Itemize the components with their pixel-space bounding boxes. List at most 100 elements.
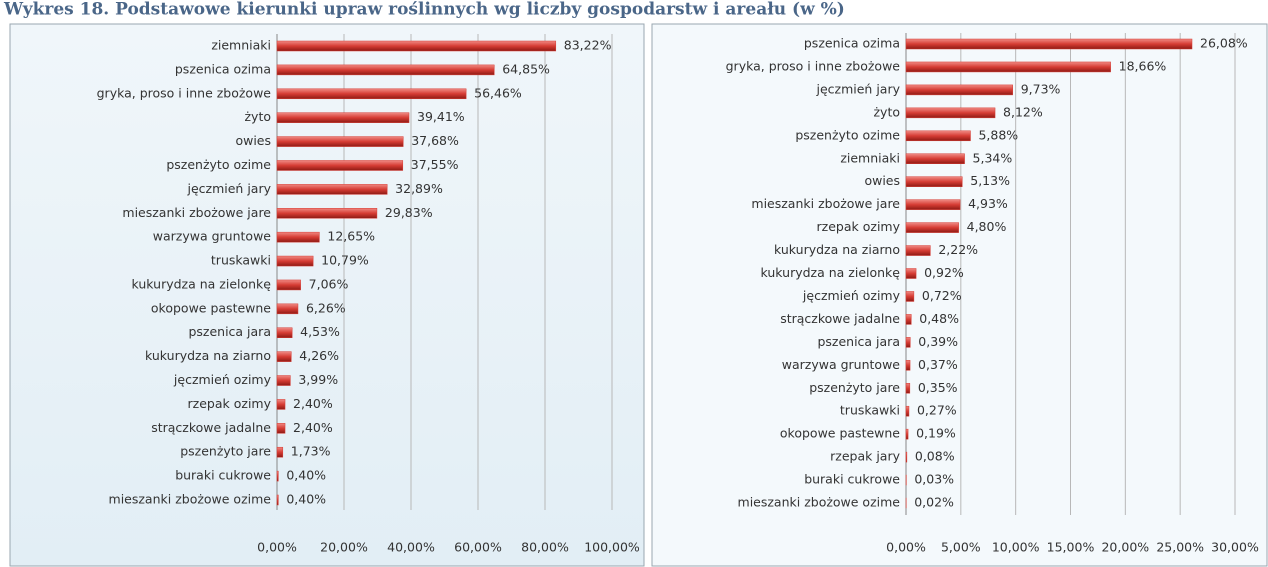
bar	[276, 303, 299, 315]
bar	[276, 231, 320, 243]
bar	[276, 112, 410, 123]
value-label: 0,39%	[918, 334, 958, 349]
value-label: 39,41%	[417, 109, 465, 124]
bar	[905, 245, 931, 256]
category-label: pszenica jara	[817, 334, 900, 349]
bar	[276, 351, 292, 362]
value-label: 37,68%	[411, 133, 459, 148]
value-label: 5,34%	[973, 150, 1013, 165]
value-label: 0,40%	[286, 468, 326, 483]
value-label: 3,99%	[298, 372, 338, 387]
value-label: 2,40%	[293, 420, 333, 435]
x-tick-label: 5,00%	[941, 540, 981, 555]
value-label: 2,40%	[293, 396, 333, 411]
value-label: 0,02%	[914, 495, 954, 510]
category-label: jęczmień ozimy	[173, 372, 272, 387]
x-tick-label: 40,00%	[387, 540, 435, 555]
value-label: 0,35%	[918, 380, 958, 395]
bar	[276, 399, 286, 410]
bar	[276, 184, 388, 195]
bar	[276, 255, 314, 267]
value-label: 8,12%	[1003, 104, 1043, 119]
category-label: strączkowe jadalne	[780, 311, 900, 326]
bar	[905, 199, 961, 210]
category-label: truskawki	[211, 253, 271, 268]
bar	[905, 268, 917, 279]
category-label: pszenica jara	[188, 324, 271, 339]
category-label: kukurydza na zielonkę	[132, 276, 272, 291]
value-label: 0,27%	[917, 403, 957, 418]
value-label: 0,03%	[914, 472, 954, 487]
bar	[276, 40, 557, 52]
bar	[276, 160, 404, 171]
value-label: 29,83%	[385, 205, 433, 220]
bar	[905, 428, 909, 440]
value-label: 32,89%	[395, 181, 443, 196]
category-label: kukurydza na zielonkę	[761, 265, 901, 280]
bar	[276, 208, 378, 219]
bar	[276, 470, 279, 482]
category-label: owies	[864, 173, 900, 188]
value-label: 64,85%	[502, 61, 550, 76]
category-label: pszenżyto ozime	[795, 127, 900, 142]
value-label: 10,79%	[321, 253, 369, 268]
value-label: 56,46%	[474, 85, 522, 100]
category-label: okopowe pastewne	[151, 300, 271, 315]
value-label: 5,88%	[978, 127, 1018, 142]
category-label: gryka, proso i inne zbożowe	[97, 85, 272, 100]
value-label: 0,48%	[919, 311, 959, 326]
bar	[905, 222, 959, 233]
value-label: 4,26%	[299, 348, 339, 363]
bar	[276, 136, 404, 147]
category-label: warzywa gruntowe	[782, 357, 901, 372]
category-label: gryka, proso i inne zbożowe	[726, 58, 901, 73]
bar	[905, 38, 1193, 50]
category-label: mieszanki zbożowe ozime	[738, 495, 901, 510]
category-label: ziemniaki	[211, 38, 271, 53]
category-label: pszenica ozima	[175, 61, 271, 76]
x-tick-label: 60,00%	[454, 540, 502, 555]
value-label: 0,92%	[924, 265, 964, 280]
value-label: 0,37%	[918, 357, 958, 372]
category-label: jęczmień jary	[186, 181, 271, 196]
bar	[905, 337, 911, 348]
category-label: ziemniaki	[840, 150, 900, 165]
bar	[905, 176, 963, 187]
category-label: buraki cukrowe	[175, 468, 271, 483]
category-label: kukurydza na ziarno	[145, 348, 271, 363]
value-label: 37,55%	[411, 157, 459, 172]
category-label: rzepak ozimy	[188, 396, 272, 411]
category-label: mieszanki zbożowe jare	[751, 196, 900, 211]
value-label: 6,26%	[306, 300, 346, 315]
value-label: 2,22%	[938, 242, 978, 257]
x-tick-label: 20,00%	[1101, 540, 1149, 555]
bar	[276, 327, 293, 338]
bar	[905, 130, 971, 142]
bar	[905, 61, 1111, 73]
bar	[905, 84, 1013, 96]
category-label: pszenżyto jare	[180, 444, 271, 459]
x-tick-label: 10,00%	[992, 540, 1040, 555]
category-label: owies	[235, 133, 271, 148]
x-tick-label: 25,00%	[1156, 540, 1204, 555]
category-label: pszenżyto jare	[809, 380, 900, 395]
value-label: 0,40%	[286, 492, 326, 507]
bar	[905, 383, 911, 394]
left-panel	[9, 23, 645, 567]
x-tick-label: 80,00%	[521, 540, 569, 555]
page-title: Wykres 18. Podstawowe kierunki upraw roś…	[3, 0, 845, 20]
bar	[276, 88, 467, 100]
bar	[905, 291, 915, 302]
bar	[905, 451, 908, 463]
value-label: 0,19%	[916, 426, 956, 441]
bar	[276, 279, 301, 291]
value-label: 18,66%	[1119, 58, 1167, 73]
category-label: pszenżyto ozime	[166, 157, 271, 172]
bar	[905, 107, 996, 119]
bar	[905, 314, 912, 325]
value-label: 5,13%	[970, 173, 1010, 188]
category-label: żyto	[244, 109, 271, 124]
category-label: jęczmień jary	[815, 81, 900, 96]
bar	[276, 494, 279, 506]
